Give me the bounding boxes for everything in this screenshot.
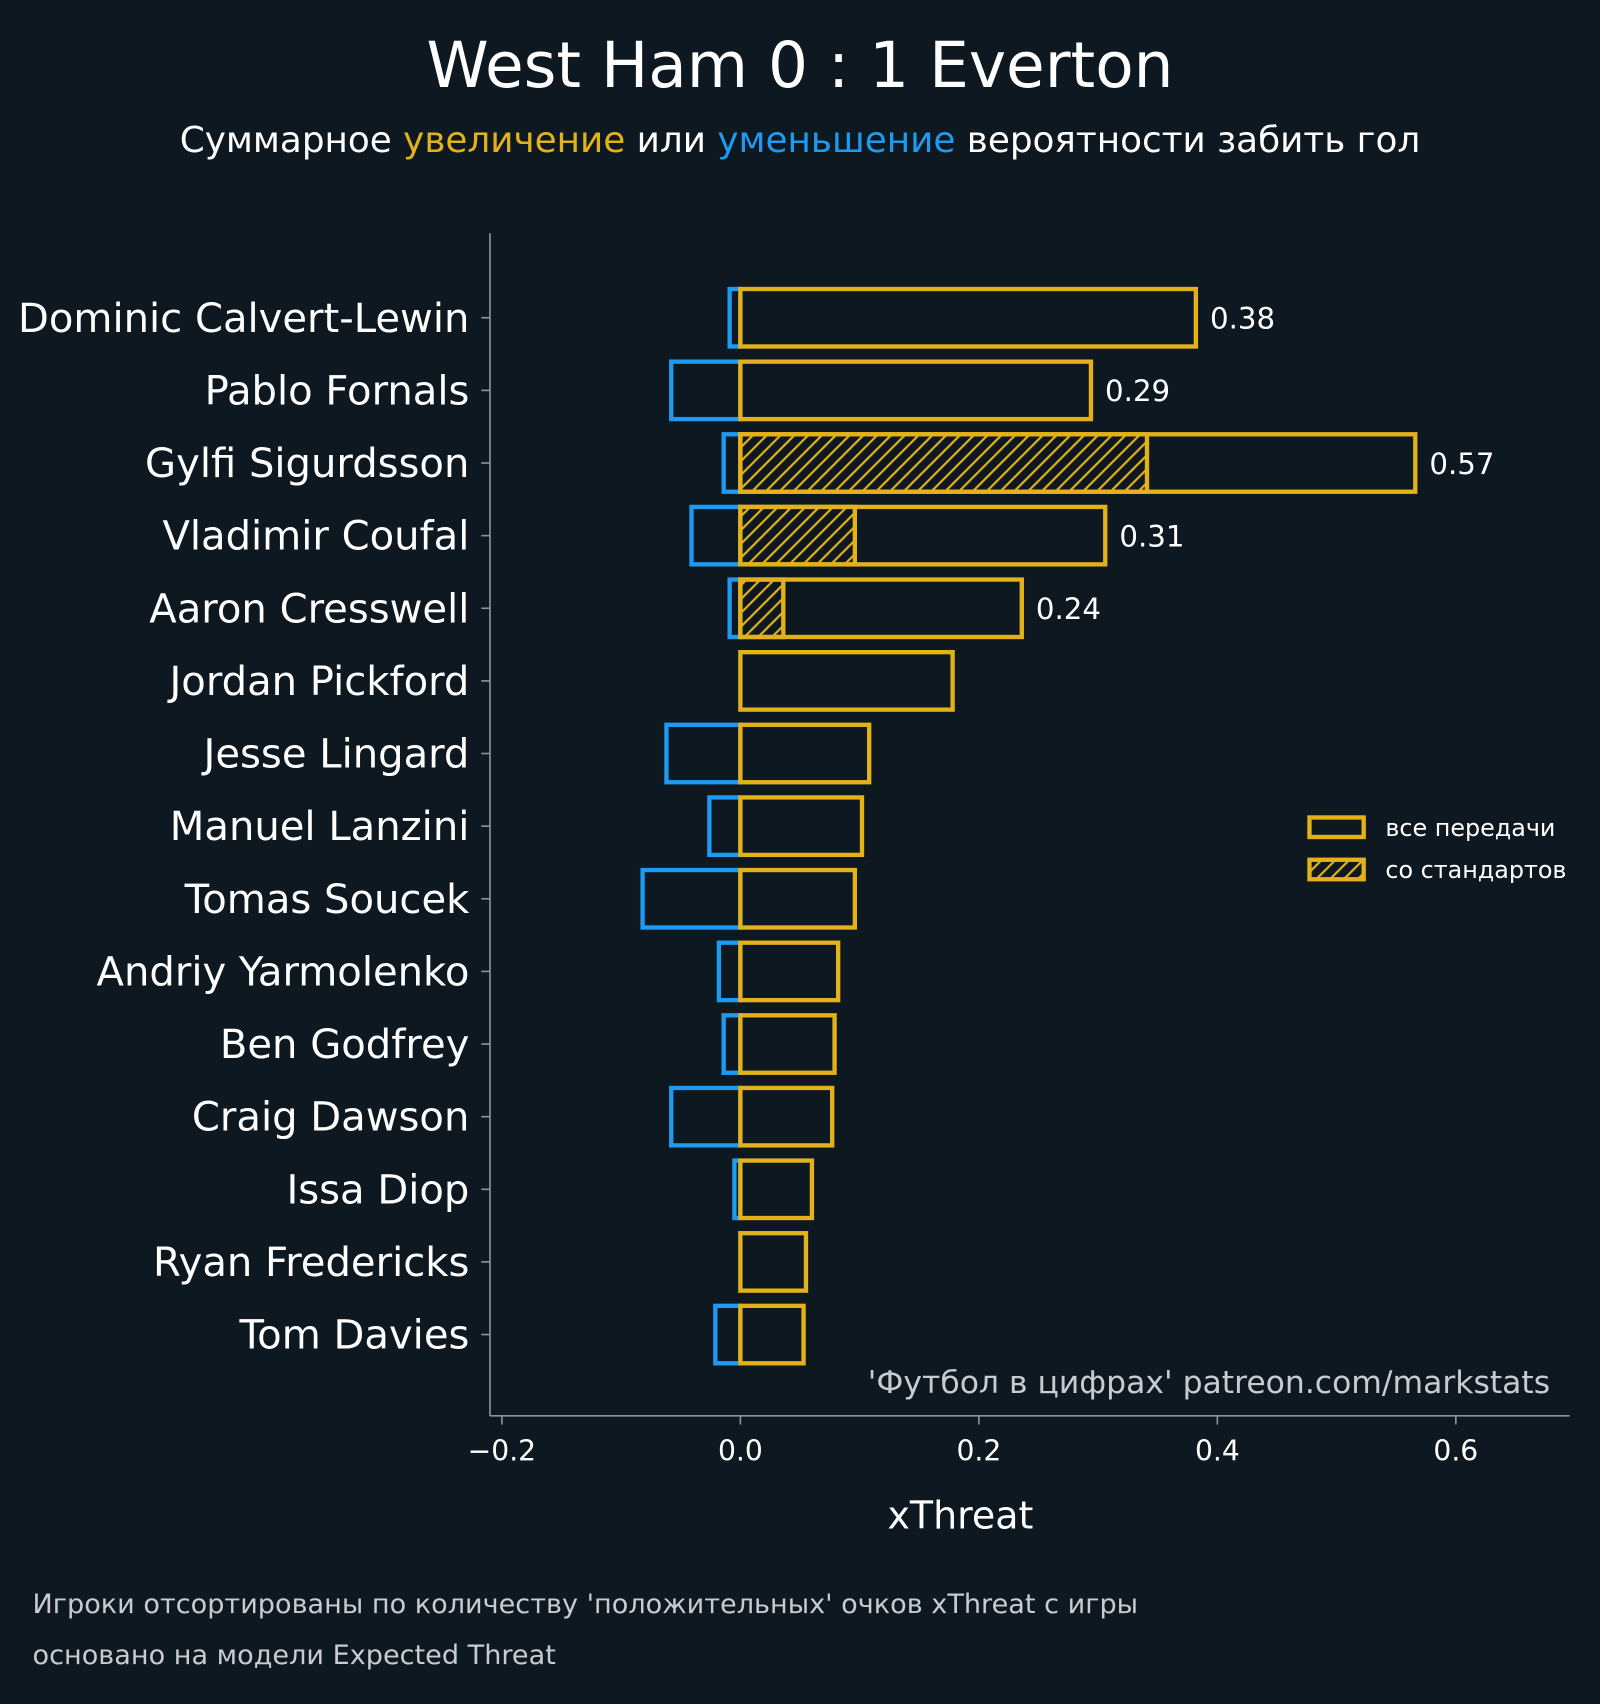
- x-tick-label: 0.4: [1195, 1434, 1240, 1467]
- data-label: 0.31: [1119, 519, 1184, 553]
- legend-swatch-all: [1307, 815, 1366, 840]
- y-tick-label: Tom Davies: [239, 1313, 470, 1359]
- y-tick-label: Aaron Cresswell: [149, 586, 469, 632]
- bar-all-passes: [738, 1158, 815, 1221]
- legend-label-setpiece: со стандартов: [1385, 856, 1566, 884]
- x-axis-label: xThreat: [887, 1494, 1033, 1538]
- y-tick-label: Tomas Soucek: [184, 877, 471, 923]
- bar-all-passes: [738, 867, 858, 930]
- bar-all-passes: [738, 940, 841, 1003]
- bar-set-piece: [738, 432, 1150, 494]
- y-tick-label: Craig Dawson: [192, 1095, 469, 1141]
- y-tick-label: Issa Diop: [286, 1167, 469, 1213]
- bar-all-passes: [738, 649, 955, 712]
- x-tick-label: 0.2: [956, 1434, 1001, 1467]
- subtitle-part: или: [625, 120, 717, 161]
- y-tick-label: Ryan Fredericks: [153, 1240, 469, 1286]
- bar-all-passes: [738, 432, 1418, 494]
- data-label: 0.29: [1105, 374, 1170, 408]
- y-tick-label: Manuel Lanzini: [170, 804, 470, 850]
- y-tick-label: Gylfi Sigurdsson: [145, 441, 469, 487]
- y-tick-label: Vladimir Coufal: [162, 514, 469, 560]
- bar-all-passes: [738, 286, 1199, 349]
- legend-swatch-setpiece: [1307, 857, 1366, 882]
- legend: все передачи со стандартов: [1307, 814, 1566, 884]
- subtitle-increase: увеличение: [403, 120, 625, 161]
- bar-all-passes: [738, 577, 1024, 640]
- bar-all-passes: [738, 795, 865, 858]
- bar-all-passes: [738, 722, 872, 785]
- bar-all-passes: [738, 504, 1108, 567]
- data-label: 0.38: [1210, 302, 1275, 336]
- y-tick-label: Jordan Pickford: [166, 659, 469, 705]
- watermark: 'Футбол в цифрах' patreon.com/markstats: [868, 1365, 1550, 1401]
- y-tick-label: Pablo Fornals: [205, 368, 470, 414]
- subtitle-decrease: уменьшение: [717, 120, 955, 161]
- chart-title: West Ham 0 : 1 Everton: [426, 29, 1173, 102]
- bar-all-passes: [738, 1231, 809, 1293]
- data-label: 0.57: [1429, 447, 1494, 481]
- x-tick-label: 0.0: [718, 1434, 763, 1467]
- bar-all-passes: [738, 359, 1094, 422]
- x-tick-label: 0.6: [1433, 1434, 1478, 1467]
- x-tick-label: −0.2: [468, 1434, 536, 1467]
- legend-label-all: все передачи: [1385, 814, 1555, 842]
- bar-all-passes: [738, 1013, 837, 1075]
- y-tick-label: Ben Godfrey: [220, 1022, 470, 1068]
- y-tick-label: Dominic Calvert-Lewin: [18, 296, 469, 342]
- bar-all-passes: [738, 1303, 806, 1366]
- footer-line-2: основано на модели Expected Threat: [33, 1640, 556, 1671]
- subtitle-part: вероятности забить гол: [955, 120, 1420, 161]
- data-label: 0.24: [1036, 592, 1101, 626]
- y-tick-label: Andriy Yarmolenko: [97, 950, 470, 996]
- chart-subtitle: Суммарное увеличение или уменьшение веро…: [180, 120, 1420, 161]
- bar-set-piece: [738, 577, 786, 640]
- footer-line-1: Игроки отсортированы по количеству 'поло…: [33, 1589, 1139, 1620]
- y-tick-label: Jesse Lingard: [201, 732, 470, 778]
- bar-set-piece: [738, 504, 858, 567]
- subtitle-part: Суммарное: [180, 120, 403, 161]
- bar-all-passes: [738, 1085, 835, 1148]
